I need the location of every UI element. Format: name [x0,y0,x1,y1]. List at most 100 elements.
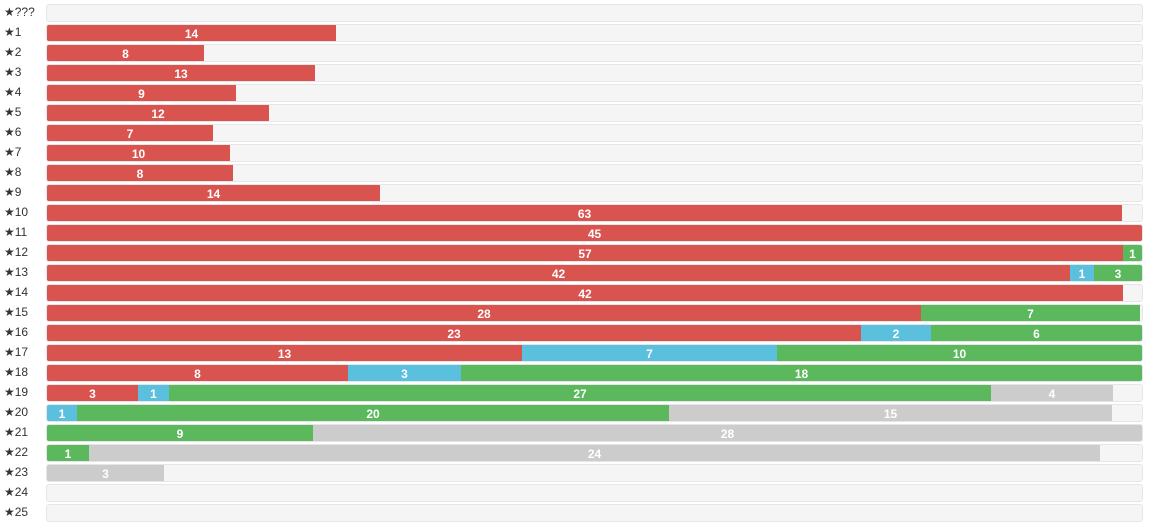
bar-segment: 10 [47,145,230,161]
bar-segment: 8 [47,365,348,381]
chart-row: ★6 7 [0,123,1149,143]
bar-track: 42 [46,284,1143,302]
bar-track: 9 [46,84,1143,102]
chart-row: ★7 10 [0,143,1149,163]
bar-segment: 23 [47,325,861,341]
bar-segment: 13 [47,65,315,81]
row-label: ★20 [4,405,29,419]
chart-row: ★9 14 [0,183,1149,203]
bar-track: 28 7 [46,304,1143,322]
bar-segment: 9 [47,85,236,101]
chart-row: ★10 63 [0,203,1149,223]
bar-segment: 20 [77,405,669,421]
chart-row: ★22 1 24 [0,443,1149,463]
bar-segment: 1 [47,445,89,461]
bar-track [46,504,1143,522]
row-label: ★2 [4,45,22,59]
bar-segment: 13 [47,345,522,361]
bar-segment: 6 [931,325,1142,341]
bar-track: 10 [46,144,1143,162]
chart-row: ★1 14 [0,23,1149,43]
chart-row: ★17 13 7 10 [0,343,1149,363]
bar-track: 13 [46,64,1143,82]
chart-row: ★??? [0,3,1149,23]
row-label: ★22 [4,445,29,459]
bar-track [46,4,1143,22]
row-label: ★9 [4,185,22,199]
bar-segment: 1 [1123,245,1142,261]
row-label: ★8 [4,165,22,179]
row-label: ★14 [4,285,29,299]
bar-segment: 8 [47,45,204,61]
bar-track: 14 [46,24,1143,42]
chart-row: ★16 23 2 6 [0,323,1149,343]
bar-segment: 63 [47,205,1122,221]
row-label: ★10 [4,205,29,219]
bar-track: 57 1 [46,244,1143,262]
bar-segment: 3 [47,465,164,481]
bar-segment: 1 [138,385,169,401]
bar-segment: 45 [47,225,1142,241]
row-label: ★21 [4,425,29,439]
bar-segment: 28 [47,305,921,321]
bar-track: 12 [46,104,1143,122]
bar-segment: 42 [47,265,1070,281]
bar-track: 8 3 18 [46,364,1143,382]
bar-segment: 3 [47,385,138,401]
bar-track: 13 7 10 [46,344,1143,362]
row-label: ★17 [4,345,29,359]
chart-row: ★4 9 [0,83,1149,103]
row-label: ★15 [4,305,29,319]
bar-segment: 14 [47,185,380,201]
bar-track: 3 1 27 4 [46,384,1143,402]
bar-track: 45 [46,224,1143,242]
chart-row: ★3 13 [0,63,1149,83]
row-label: ★12 [4,245,29,259]
bar-segment: 1 [1070,265,1094,281]
chart-row: ★13 42 1 3 [0,263,1149,283]
bar-segment: 7 [522,345,777,361]
row-label: ★1 [4,25,22,39]
bar-track [46,484,1143,502]
chart-row: ★24 [0,483,1149,503]
bar-segment: 24 [89,445,1100,461]
bar-track: 8 [46,164,1143,182]
row-label: ★7 [4,145,22,159]
row-label: ★13 [4,265,29,279]
row-label: ★??? [4,5,35,19]
chart-row: ★20 1 20 15 [0,403,1149,423]
bar-track: 9 28 [46,424,1143,442]
chart-row: ★18 8 3 18 [0,363,1149,383]
bar-segment: 3 [348,365,461,381]
bar-segment: 28 [313,425,1142,441]
bar-track: 1 20 15 [46,404,1143,422]
row-label: ★24 [4,485,29,499]
chart-row: ★15 28 7 [0,303,1149,323]
chart-row: ★2 8 [0,43,1149,63]
chart-row: ★21 9 28 [0,423,1149,443]
row-label: ★3 [4,65,22,79]
bar-segment: 57 [47,245,1123,261]
bar-segment: 7 [921,305,1140,321]
chart-row: ★11 45 [0,223,1149,243]
bar-segment: 27 [169,385,991,401]
bar-segment: 7 [47,125,213,141]
bar-track: 3 [46,464,1143,482]
bar-segment: 10 [777,345,1142,361]
chart-row: ★25 [0,503,1149,523]
bar-segment: 18 [461,365,1142,381]
row-label: ★18 [4,365,29,379]
row-label: ★11 [4,225,28,239]
bar-segment: 1 [47,405,77,421]
row-label: ★19 [4,385,29,399]
row-label: ★4 [4,85,22,99]
bar-segment: 8 [47,165,233,181]
chart-row: ★14 42 [0,283,1149,303]
bar-track: 63 [46,204,1143,222]
bar-segment: 9 [47,425,313,441]
bar-track: 8 [46,44,1143,62]
row-label: ★6 [4,125,22,139]
bar-segment: 2 [861,325,931,341]
bar-track: 23 2 6 [46,324,1143,342]
